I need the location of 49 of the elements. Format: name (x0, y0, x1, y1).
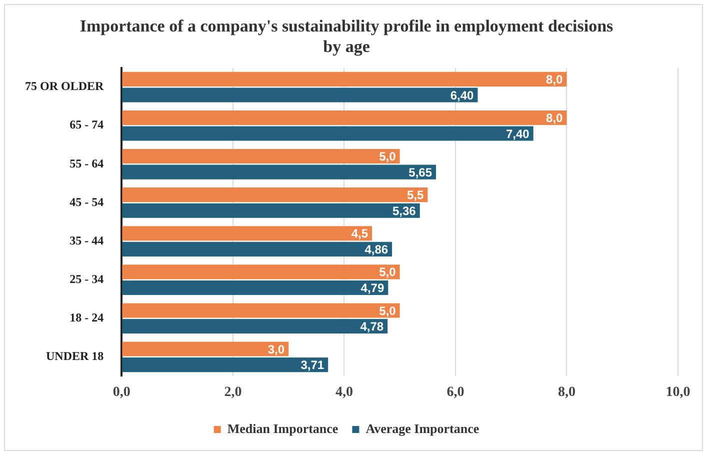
bar (122, 164, 436, 180)
bar (122, 110, 567, 125)
chart-title: Importance of a company's sustainability profile in employment decisions by age (80, 16, 614, 56)
bar (122, 126, 534, 141)
x-tick-label: 10,0 (666, 385, 690, 400)
bar (122, 242, 392, 256)
bar (122, 358, 328, 372)
data-label: 4,86 (364, 242, 388, 256)
data-label: 5,0 (379, 304, 396, 318)
bar (122, 88, 478, 102)
x-tick-label: 0,0 (112, 385, 130, 400)
y-tick-label: 75 OR OLDER (24, 79, 104, 94)
legend-label: Average Importance (366, 420, 480, 436)
bar (122, 203, 420, 218)
y-tick-label: 65 - 74 (70, 118, 104, 132)
bar (122, 149, 400, 164)
bar (122, 319, 388, 334)
data-label: 5,0 (379, 265, 396, 280)
legend-label: Median Importance (227, 420, 338, 436)
x-tick-label: 6,0 (446, 385, 464, 400)
data-label: 8,0 (546, 111, 564, 126)
y-tick-label: 35 - 44 (70, 233, 104, 248)
data-label: 7,40 (506, 126, 530, 141)
data-label: 5,36 (392, 204, 416, 218)
data-label: 4,79 (360, 281, 384, 296)
y-tick-label: 18 - 24 (70, 310, 104, 324)
x-tick-label: 8,0 (558, 385, 576, 400)
bar (122, 226, 372, 241)
data-label: 3,71 (300, 358, 324, 372)
bar (122, 280, 388, 295)
bar (122, 188, 428, 202)
bar (122, 303, 400, 318)
y-tick-label: UNDER 18 (46, 349, 104, 364)
data-label: 3,0 (268, 342, 285, 356)
bar (122, 342, 289, 356)
bar (122, 264, 400, 280)
y-tick-label: 55 - 64 (70, 156, 104, 170)
data-label: 8,0 (546, 72, 564, 86)
bar (122, 72, 567, 86)
data-label: 5,5 (406, 188, 424, 202)
x-tick-label: 2,0 (224, 385, 242, 400)
data-label: 4,5 (351, 226, 368, 241)
y-tick-label: 45 - 54 (70, 194, 104, 209)
data-label: 5,65 (408, 165, 432, 180)
x-tick-label: 4,0 (335, 385, 353, 400)
y-tick-label: 25 - 34 (70, 272, 104, 286)
data-label: 6,40 (450, 88, 474, 102)
data-label: 4,78 (360, 320, 384, 334)
data-label: 5,0 (379, 150, 396, 164)
